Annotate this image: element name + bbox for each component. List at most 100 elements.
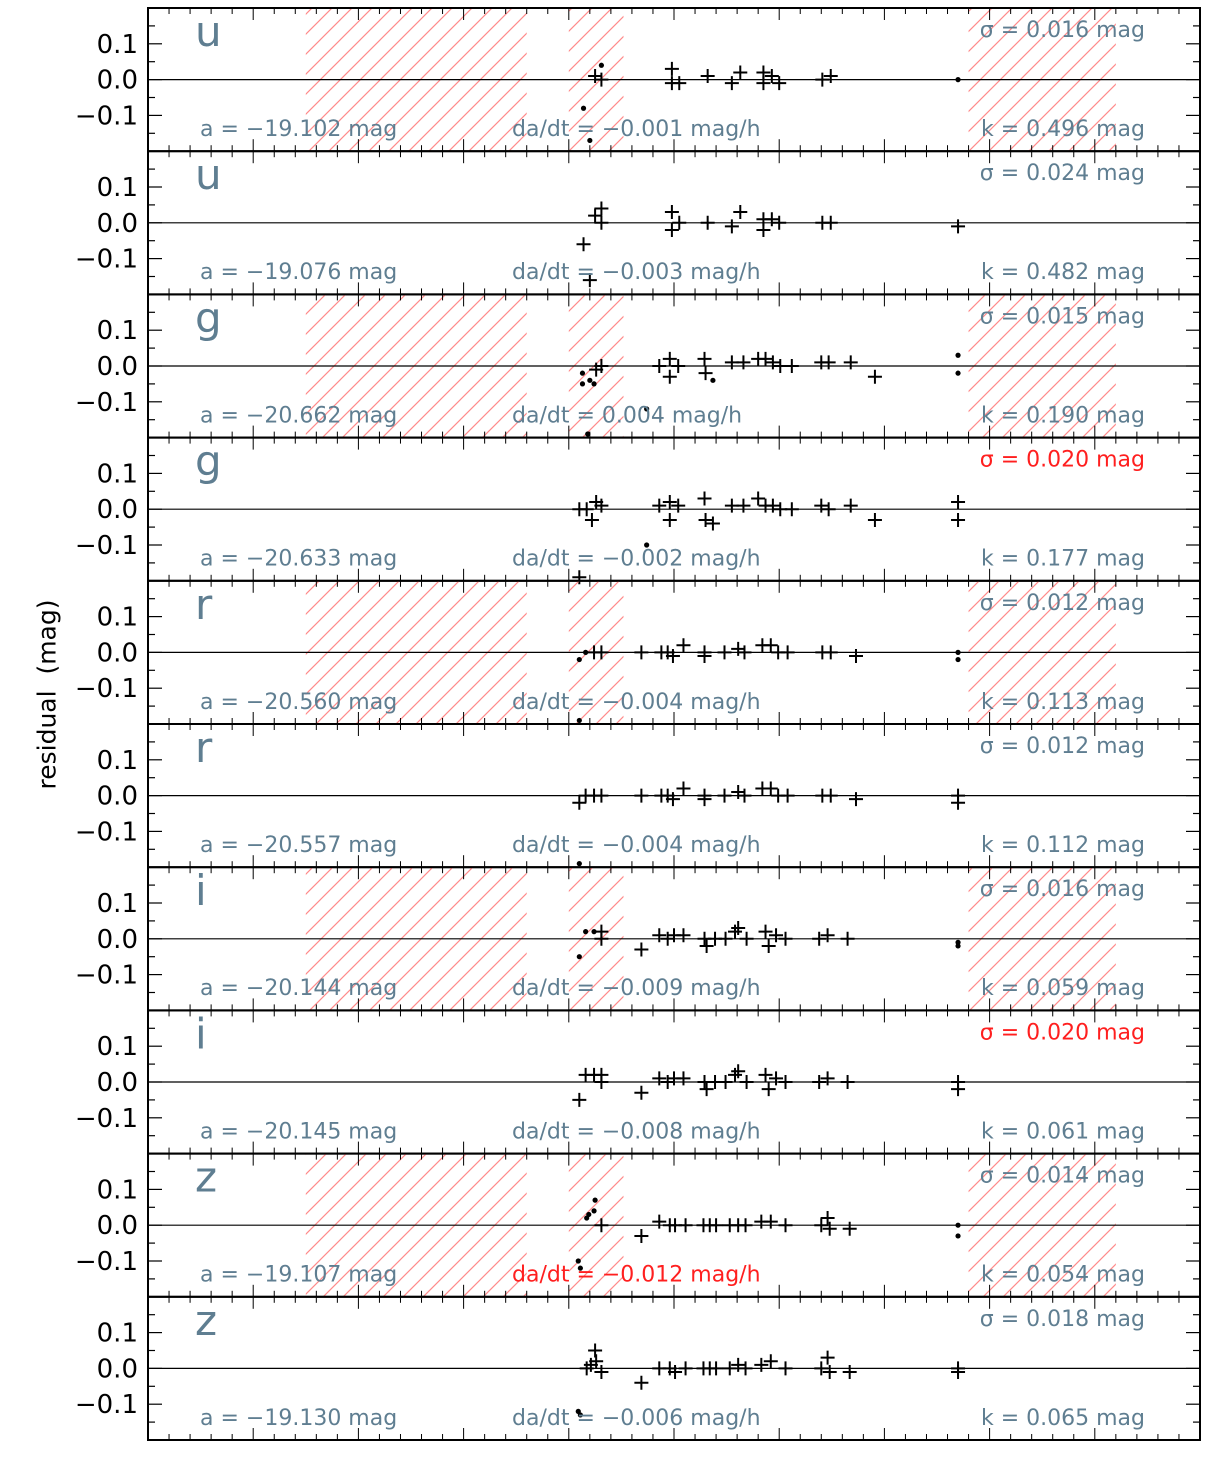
data-point-plus [634, 1228, 649, 1243]
data-point-plus [594, 1218, 609, 1233]
band-label: i [195, 1009, 207, 1058]
data-point-plus [733, 205, 748, 220]
data-point-dot [591, 381, 597, 387]
y-tick-label: 0.1 [97, 889, 138, 919]
data-point-plus [584, 512, 599, 527]
data-point-plus [588, 69, 603, 84]
data-point-plus [731, 1357, 746, 1372]
data-point-plus [728, 924, 743, 939]
extinction-label: k = 0.190 mag [981, 403, 1145, 428]
data-point-plus [758, 351, 773, 366]
data-point-plus [764, 212, 779, 227]
data-point-plus [576, 237, 591, 252]
data-point-plus [843, 498, 858, 513]
data-point-plus [843, 355, 858, 370]
panel-g-4: 0.1 0.0 −0.1 g σ = 0.020 mag a = −20.633 mag d… [75, 436, 1201, 585]
data-point-dot [580, 105, 587, 111]
data-point-plus [579, 502, 594, 517]
panel-i-7: 0.1 0.0 −0.1 i σ = 0.016 mag a = −20.144 mag d… [75, 866, 1201, 1012]
data-point-plus [765, 355, 780, 370]
data-point-plus [756, 222, 771, 237]
data-point-plus [731, 921, 746, 936]
data-point-plus [662, 369, 677, 384]
extinction-label: k = 0.059 mag [981, 976, 1145, 1001]
data-point-plus [698, 512, 713, 527]
band-label: z [195, 1153, 217, 1202]
data-point-plus [634, 942, 649, 957]
data-point-plus [634, 788, 649, 803]
data-point-plus [672, 76, 687, 91]
data-point-plus [665, 648, 680, 663]
data-point-plus [772, 215, 787, 230]
y-tick-label: 0.1 [97, 1319, 138, 1349]
data-point-plus [951, 1082, 966, 1097]
data-point-plus [594, 1364, 609, 1379]
data-point-dot [591, 1208, 597, 1214]
data-point-plus [717, 645, 732, 660]
data-point-plus [664, 222, 679, 237]
data-point-plus [718, 931, 733, 946]
data-point-plus [758, 924, 773, 939]
sigma-label: σ = 0.020 mag [980, 448, 1145, 473]
data-point-plus [709, 1218, 724, 1233]
data-point-plus [594, 924, 609, 939]
data-point-plus [634, 1375, 649, 1390]
extinction-label: k = 0.112 mag [981, 833, 1145, 858]
data-point-plus [718, 1075, 733, 1089]
data-point-plus [848, 792, 863, 807]
dadt-label: da/dt = −0.006 mag/h [512, 1406, 761, 1431]
panel-r-5: 0.1 0.0 −0.1 r σ = 0.012 mag a = −20.560 mag d… [75, 579, 1201, 725]
data-point-dot [955, 939, 961, 945]
data-point-plus [700, 215, 715, 230]
data-point-plus [784, 502, 799, 517]
data-point-plus [823, 645, 838, 660]
band-label: z [195, 1296, 217, 1345]
zeropoint-label: a = −19.130 mag [200, 1406, 397, 1431]
data-point-dot [576, 954, 582, 960]
data-point-plus [652, 359, 667, 373]
y-tick-label: 0.0 [97, 1354, 138, 1384]
data-point-plus [848, 648, 863, 663]
data-point-plus [697, 491, 712, 506]
y-tick-label: 0.0 [97, 66, 138, 96]
y-tick-label: 0.0 [97, 352, 138, 382]
data-point-plus [772, 76, 787, 91]
dadt-label: da/dt = −0.009 mag/h [512, 976, 761, 1001]
data-point-plus [814, 1361, 829, 1376]
y-tick-label: 0.1 [97, 603, 138, 633]
data-point-plus [822, 1364, 837, 1379]
data-point-dot [955, 370, 961, 376]
band-label: r [195, 580, 213, 629]
band-label: u [195, 150, 222, 199]
data-point-plus [823, 215, 838, 230]
data-point-plus [671, 498, 686, 513]
data-point-dot [585, 431, 591, 437]
sigma-label: σ = 0.012 mag [980, 734, 1145, 759]
data-point-dot [576, 861, 582, 867]
sigma-label: σ = 0.020 mag [980, 1020, 1145, 1045]
y-tick-label: 0.0 [97, 209, 138, 239]
data-point-plus [662, 495, 677, 510]
data-point-dot [598, 62, 605, 68]
data-point-plus [676, 928, 691, 943]
data-point-plus [867, 512, 882, 527]
data-point-plus [594, 201, 609, 216]
data-point-plus [820, 1211, 835, 1226]
data-point-plus [736, 498, 751, 513]
data-point-plus [594, 1067, 609, 1082]
data-point-dot [579, 370, 586, 376]
data-point-plus [676, 1071, 691, 1086]
data-point-plus [664, 205, 679, 220]
data-point-plus [678, 1361, 693, 1376]
data-point-plus [634, 1085, 649, 1100]
data-point-plus [660, 1075, 675, 1089]
panel-r-6: 0.1 0.0 −0.1 r σ = 0.012 mag a = −20.557 mag d… [75, 723, 1201, 869]
data-point-dot [577, 1265, 583, 1271]
y-tick-label: 0.1 [97, 746, 138, 776]
data-point-plus [951, 512, 966, 527]
data-point-plus [842, 1221, 857, 1236]
data-point-plus [763, 781, 778, 796]
data-point-dot [583, 649, 589, 656]
data-point-plus [812, 931, 827, 946]
